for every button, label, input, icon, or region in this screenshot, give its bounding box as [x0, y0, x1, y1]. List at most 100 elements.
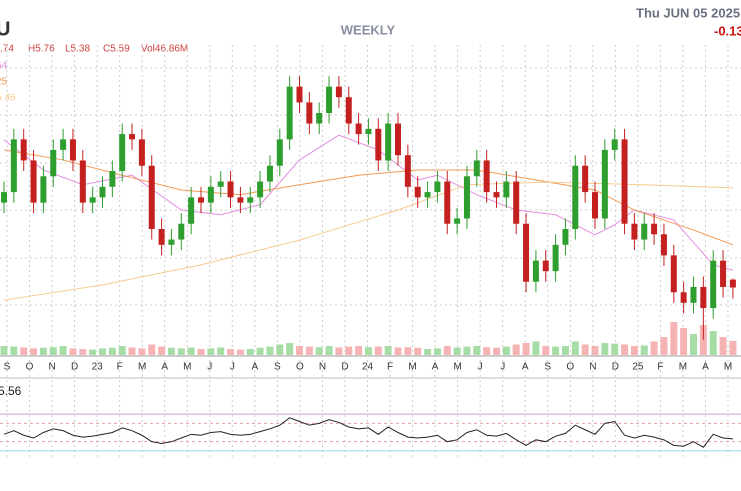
- volume-bar: [542, 346, 550, 355]
- x-tick-label: N: [589, 362, 596, 373]
- candle-body: [365, 128, 372, 135]
- x-tick-label: S: [4, 362, 11, 373]
- candle-body: [99, 186, 106, 198]
- candle-body: [631, 223, 638, 240]
- candle-body: [503, 181, 510, 198]
- candle-body: [10, 139, 17, 193]
- volume-bar: [325, 346, 333, 355]
- x-tick-label: A: [702, 362, 709, 373]
- candle-body: [148, 165, 155, 229]
- volume-bar: [502, 346, 510, 355]
- volume-bar: [512, 344, 520, 355]
- candle-body: [326, 86, 333, 113]
- candle-body: [207, 186, 214, 203]
- change: -0.13: [714, 23, 741, 38]
- candle-body: [700, 287, 707, 309]
- volume-bar: [89, 349, 97, 355]
- x-tick-label: 24: [362, 362, 374, 373]
- candle-body: [552, 244, 559, 272]
- candle-body: [562, 229, 569, 245]
- volume-bar: [394, 347, 402, 355]
- candle-body: [138, 139, 145, 166]
- volume-bar: [305, 346, 313, 355]
- candle-body: [79, 160, 86, 203]
- candle-body: [266, 165, 273, 182]
- volume-bar: [729, 340, 737, 355]
- volume-bar: [69, 348, 77, 355]
- volume-bar: [128, 347, 136, 355]
- candle-body: [198, 197, 204, 203]
- rsi-line: [3, 417, 733, 448]
- candle-body: [188, 197, 195, 224]
- symbol: U: [0, 18, 10, 40]
- candle-body: [729, 279, 736, 288]
- candle-body: [582, 165, 589, 193]
- volume-bar: [30, 348, 38, 355]
- candle-body: [463, 176, 470, 219]
- volume-bar: [315, 347, 323, 355]
- x-tick-label: M: [453, 362, 461, 373]
- volume-bar: [345, 346, 353, 355]
- volume-bar: [591, 346, 599, 355]
- candle-body: [306, 102, 313, 124]
- volume-bar: [630, 346, 638, 355]
- volume-bar: [167, 347, 175, 355]
- volume-bar: [0, 346, 8, 355]
- rsi-label: 5.56: [0, 384, 22, 398]
- volume-bar: [483, 347, 491, 355]
- volume-bar: [453, 347, 461, 355]
- candle-body: [513, 181, 520, 224]
- volume-bar: [236, 349, 244, 355]
- volume-bar: [601, 343, 609, 355]
- x-tick-label: J: [207, 362, 212, 373]
- volume-bar: [118, 346, 126, 355]
- x-tick-label: A: [432, 362, 439, 373]
- x-tick-label: F: [387, 362, 393, 373]
- candle-body: [276, 139, 283, 166]
- volume-bar: [39, 347, 47, 355]
- volume-bar: [256, 347, 264, 355]
- volume-bar: [217, 347, 225, 355]
- volume-bar: [433, 348, 441, 355]
- legend-volume: Vol46.86M: [141, 44, 188, 55]
- candle-body: [109, 171, 116, 187]
- volume-bar: [621, 344, 629, 355]
- candle-body: [483, 160, 490, 193]
- candle-body: [227, 181, 234, 198]
- volume-bar: [79, 349, 87, 355]
- candle-body: [651, 223, 658, 235]
- x-tick-label: M: [679, 362, 687, 373]
- ma-label: 64: [0, 61, 8, 72]
- candle-body: [30, 160, 37, 203]
- candle-body: [493, 192, 500, 198]
- x-tick-label: F: [117, 362, 123, 373]
- candle-body: [542, 260, 549, 272]
- volume-bar: [10, 346, 18, 355]
- x-tick-label: S: [274, 362, 281, 373]
- volume-bar: [187, 347, 195, 355]
- candle-body: [532, 260, 539, 282]
- candle-body: [434, 181, 441, 193]
- candle-body: [247, 197, 254, 203]
- candle-body: [158, 229, 165, 245]
- candle-body: [60, 139, 67, 150]
- volume-bar: [571, 341, 579, 355]
- candle-body: [690, 287, 697, 303]
- candle-body: [375, 128, 382, 161]
- volume-bar: [99, 348, 106, 355]
- volume-bar: [532, 341, 540, 355]
- volume-bar: [719, 337, 727, 355]
- x-tick-label: D: [612, 362, 619, 373]
- candle-body: [69, 139, 76, 161]
- volume-bar: [335, 347, 343, 355]
- volume-bar: [709, 331, 717, 355]
- candle-body: [237, 197, 244, 203]
- candle-body: [20, 139, 27, 161]
- x-tick-label: O: [26, 362, 34, 373]
- candle-body: [404, 155, 411, 187]
- volume-bar: [158, 346, 166, 355]
- legend-low: L5.38: [65, 44, 90, 55]
- volume-bar: [404, 347, 412, 355]
